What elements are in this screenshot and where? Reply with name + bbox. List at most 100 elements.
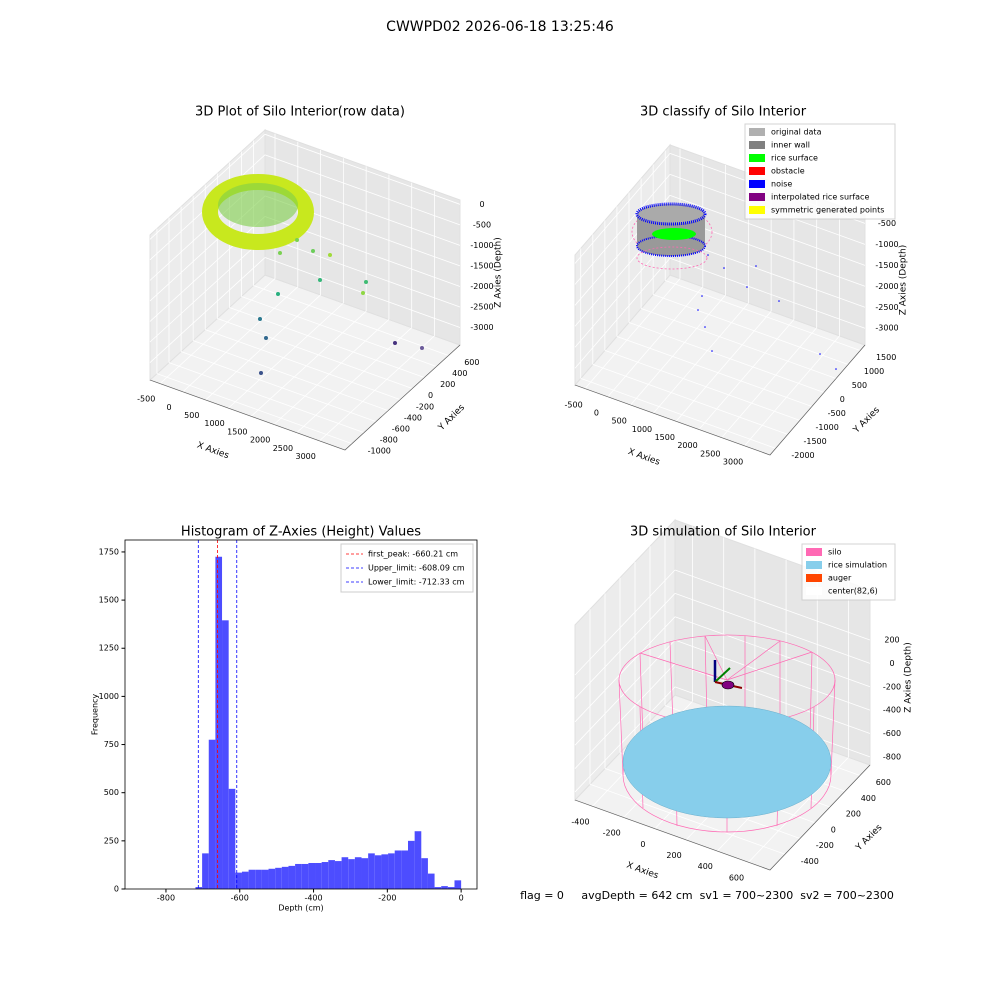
bar	[427, 873, 435, 889]
legend-swatch	[749, 141, 765, 149]
chart-title: 3D simulation of Silo Interior	[630, 525, 817, 540]
y-tick-label: 0	[840, 395, 845, 404]
grid-line	[168, 362, 365, 434]
grid-line	[264, 154, 461, 226]
bar	[374, 855, 382, 889]
grid-line	[630, 294, 726, 406]
bar	[361, 858, 369, 889]
y-tick-label: 200	[846, 810, 861, 819]
grid-line	[674, 616, 871, 688]
footer-text: flag = 0 avgDepth = 642 cm sv1 = 700~230…	[520, 889, 894, 902]
y-tick-label: -600	[392, 424, 410, 433]
bar	[288, 865, 296, 889]
z-tick-label: -3000	[470, 323, 493, 332]
x-tick-label: 2000	[250, 436, 270, 445]
grid-line	[674, 569, 871, 641]
y-tick-label: -2000	[791, 451, 814, 460]
bar	[334, 861, 342, 889]
legend-swatch	[749, 167, 765, 175]
x-tick-label: -400	[304, 894, 322, 903]
z-tick-label: -600	[883, 729, 901, 738]
plot-frame	[124, 539, 478, 890]
z-tick-label: -2000	[875, 282, 898, 291]
x-tick-label: -200	[603, 829, 621, 838]
bar	[228, 788, 236, 889]
z-tick-label: 200	[884, 636, 899, 645]
x-tick-label: 0	[640, 840, 645, 849]
legend-swatch	[806, 587, 822, 595]
y-tick-label: 750	[104, 740, 119, 749]
bar	[241, 871, 249, 889]
y-tick-label: 0	[428, 391, 433, 400]
grid-line	[574, 257, 671, 369]
z-axis-label: Z Axies (Depth)	[904, 642, 914, 713]
bar	[341, 857, 349, 889]
y-tick-label: 400	[452, 369, 467, 378]
chart-title: 3D Plot of Silo Interior(row data)	[195, 105, 405, 120]
z-tick-label: -2500	[875, 303, 898, 312]
grid-line	[748, 756, 849, 863]
legend-label: Upper_limit: -608.09 cm	[368, 564, 465, 573]
grid-line	[264, 236, 461, 308]
grid-line	[264, 133, 461, 205]
bar	[248, 869, 256, 889]
z-tick-label: -2000	[470, 282, 493, 291]
bar	[268, 868, 276, 889]
bar	[394, 850, 402, 889]
y-tick-label: 400	[861, 794, 876, 803]
legend-swatch	[749, 154, 765, 162]
grid-line	[205, 329, 401, 400]
silo-outline	[631, 208, 713, 256]
y-tick-label: 0	[114, 885, 119, 894]
noise-points	[697, 254, 837, 370]
y-tick-label: 600	[464, 358, 479, 367]
y-tick-label: 1500	[876, 353, 896, 362]
axis-line	[574, 764, 871, 871]
legend-swatch	[749, 193, 765, 201]
bar	[414, 831, 422, 889]
bar	[202, 853, 209, 889]
x-tick-label: 3000	[723, 458, 743, 467]
legend-swatch	[806, 561, 822, 569]
axis-line	[574, 344, 866, 456]
grid-line	[674, 593, 871, 664]
x-tick-label: -200	[378, 894, 396, 903]
point-cloud-inner	[218, 183, 298, 227]
y-tick-label: 200	[440, 380, 455, 389]
y-axis-label: Frequency	[91, 694, 100, 736]
bar	[328, 860, 335, 889]
z-axis-label: Z Axies (Depth)	[899, 245, 909, 316]
z-tick-label: -2500	[470, 303, 493, 312]
grid-line	[574, 236, 671, 348]
legend-swatch	[806, 548, 822, 556]
bar	[315, 862, 322, 889]
z-tick-label: -500	[473, 220, 491, 229]
grid-line	[574, 686, 676, 793]
grid-line	[180, 351, 377, 422]
rice-surface	[652, 228, 696, 240]
grid-line	[574, 663, 676, 769]
z-tick-label: -800	[883, 752, 901, 761]
axes-3d: -500050010001500200025003000-2000-1500-1…	[565, 143, 909, 468]
z-tick-label: 0	[479, 200, 484, 209]
x-tick-label: 1000	[632, 425, 652, 434]
y-tick-label: 500	[852, 381, 867, 390]
bar	[388, 853, 395, 889]
x-tick-label: 500	[612, 417, 627, 426]
x-tick-label: 2500	[273, 444, 293, 453]
bar	[354, 857, 362, 889]
bar	[301, 863, 309, 889]
y-tick-label: -1000	[368, 446, 391, 455]
legend-label: first_peak: -660.21 cm	[368, 550, 458, 559]
x-tick-label: 0	[166, 403, 171, 412]
legend-label: inner wall	[771, 141, 810, 150]
grid-line	[584, 278, 681, 389]
y-tick-label: 1000	[864, 367, 884, 376]
y-tick-label: -400	[404, 413, 422, 422]
grid-line	[589, 783, 786, 855]
bar	[447, 887, 455, 889]
grid-line	[574, 153, 671, 264]
chart-title: 3D classify of Silo Interior	[640, 105, 807, 120]
x-tick-label: -500	[565, 400, 583, 409]
